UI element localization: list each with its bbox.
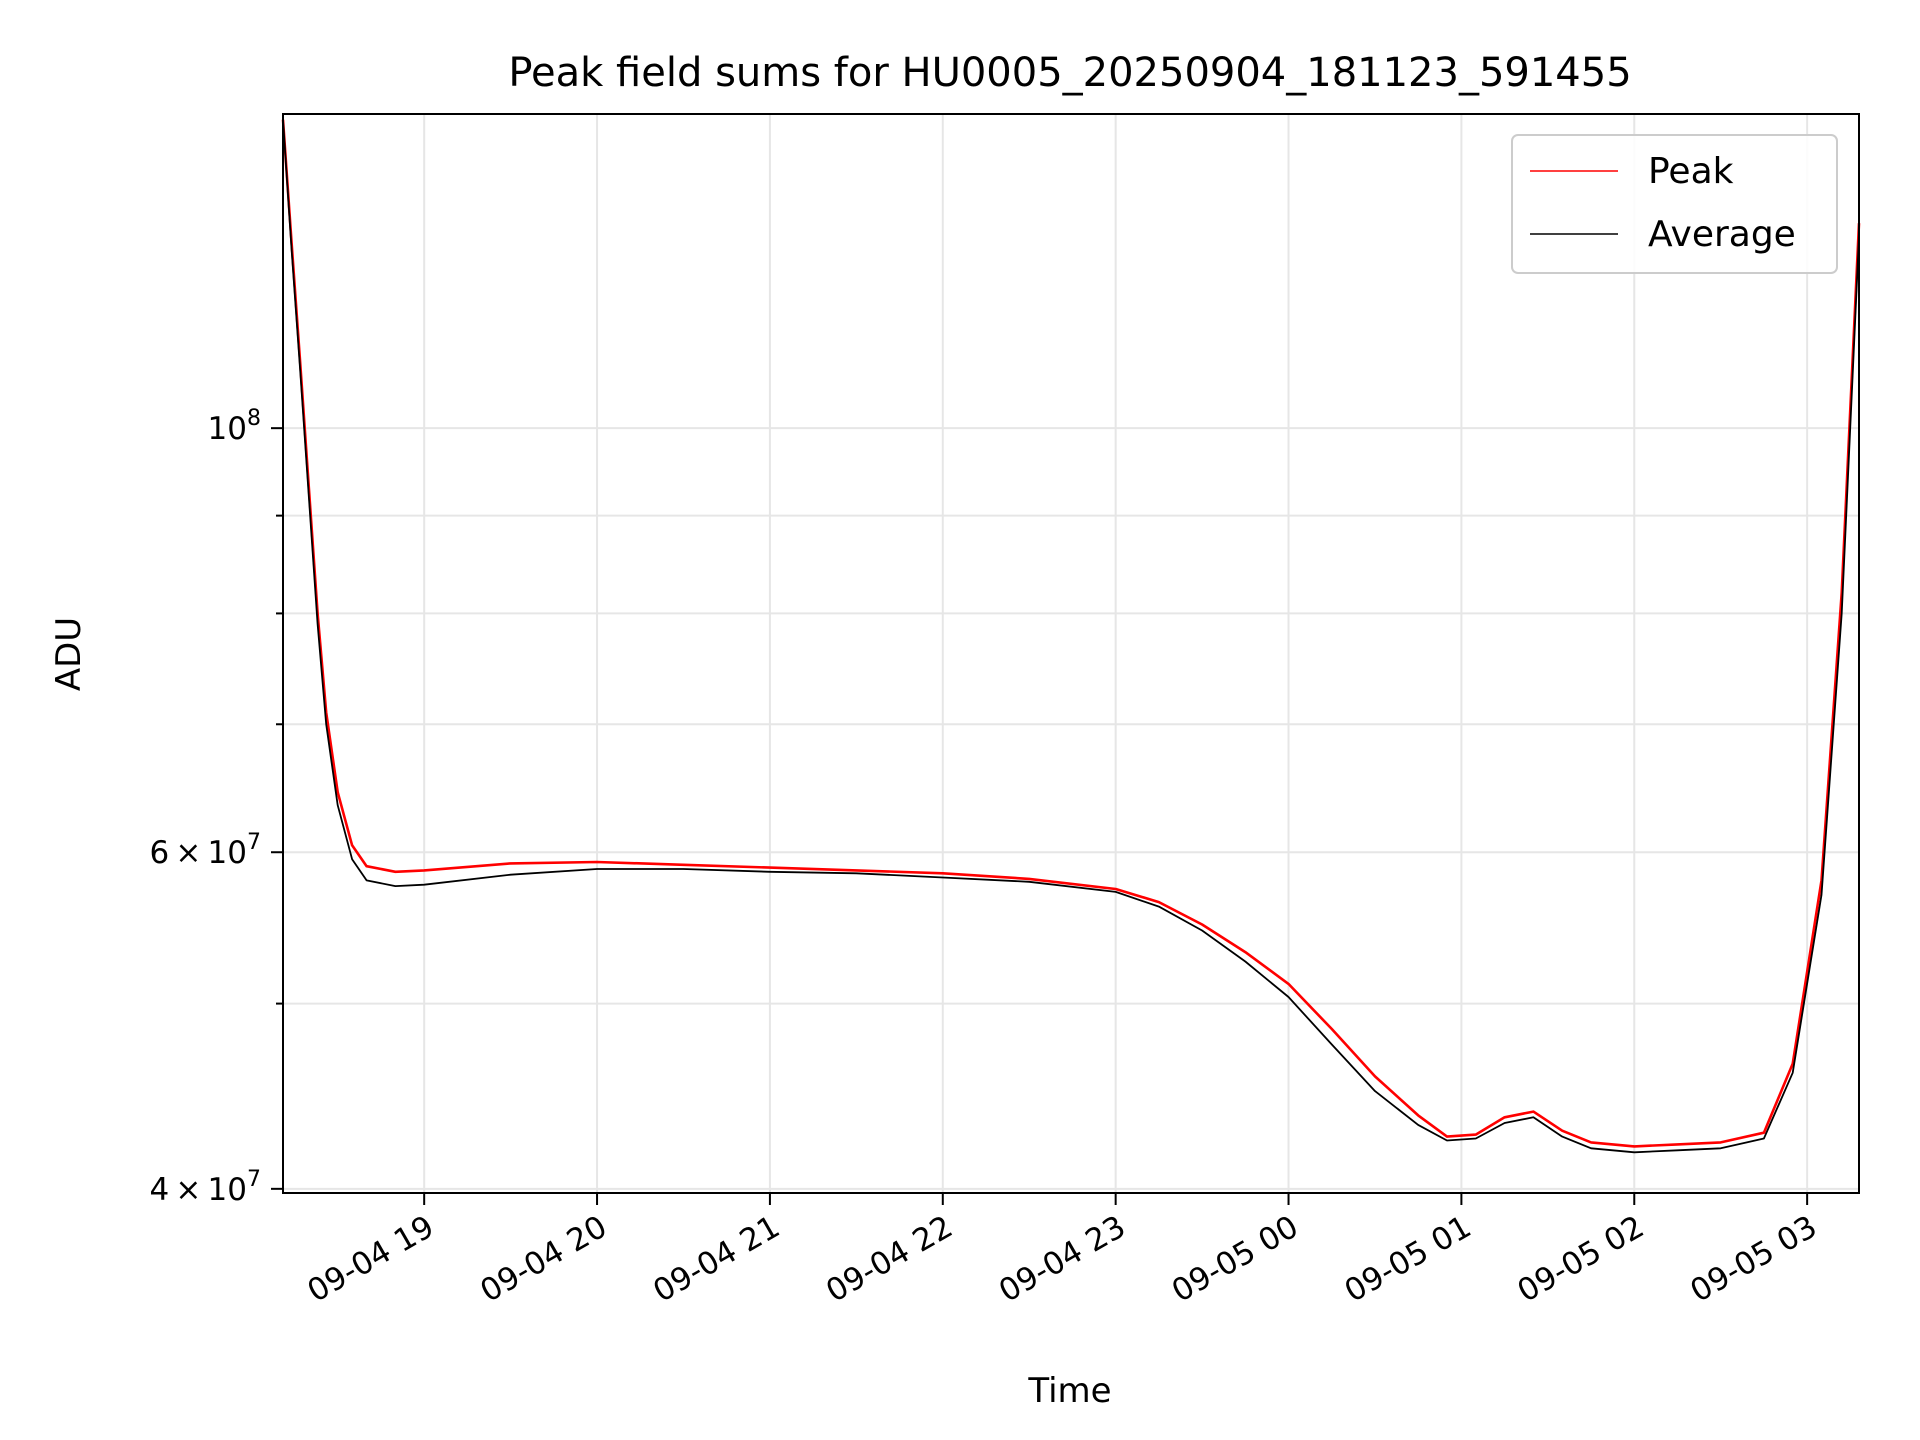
- legend: Peak Average: [1511, 134, 1838, 274]
- series-line-average: [282, 119, 1860, 1154]
- y-tick-label-1: 6 × 107: [149, 830, 261, 871]
- y-axis-ticks: 108 6 × 107 4 × 107: [149, 406, 283, 1208]
- legend-label-peak: Peak: [1648, 151, 1734, 192]
- legend-label-average: Average: [1648, 214, 1796, 255]
- x-tick-label-5: 09-05 00: [1166, 1209, 1305, 1310]
- x-axis-label: Time: [1027, 1371, 1111, 1411]
- plot-frame: [282, 113, 1860, 1194]
- x-tick-label-2: 09-04 21: [647, 1209, 786, 1310]
- y-axis-label: ADU: [49, 617, 89, 691]
- grid: [283, 114, 1859, 1193]
- series-line-peak: [281, 119, 1861, 1148]
- y-tick-label-2: 4 × 107: [149, 1167, 261, 1208]
- x-tick-label-8: 09-05 03: [1684, 1209, 1823, 1310]
- legend-box: [1511, 134, 1838, 274]
- x-tick-label-4: 09-04 23: [993, 1209, 1132, 1310]
- y-tick-label-0: 108: [208, 406, 261, 447]
- x-tick-label-3: 09-04 22: [820, 1209, 959, 1310]
- x-tick-label-1: 09-04 20: [474, 1209, 613, 1310]
- chart-title: Peak field sums for HU0005_20250904_1811…: [508, 50, 1631, 96]
- x-tick-label-0: 09-04 19: [301, 1209, 440, 1310]
- x-axis-ticks: 09-04 19 09-04 20 09-04 21 09-04 22 09-04 23…: [301, 1193, 1823, 1310]
- x-tick-label-6: 09-05 01: [1339, 1209, 1478, 1310]
- series-layer: [281, 119, 1861, 1154]
- x-tick-label-7: 09-05 02: [1512, 1209, 1651, 1310]
